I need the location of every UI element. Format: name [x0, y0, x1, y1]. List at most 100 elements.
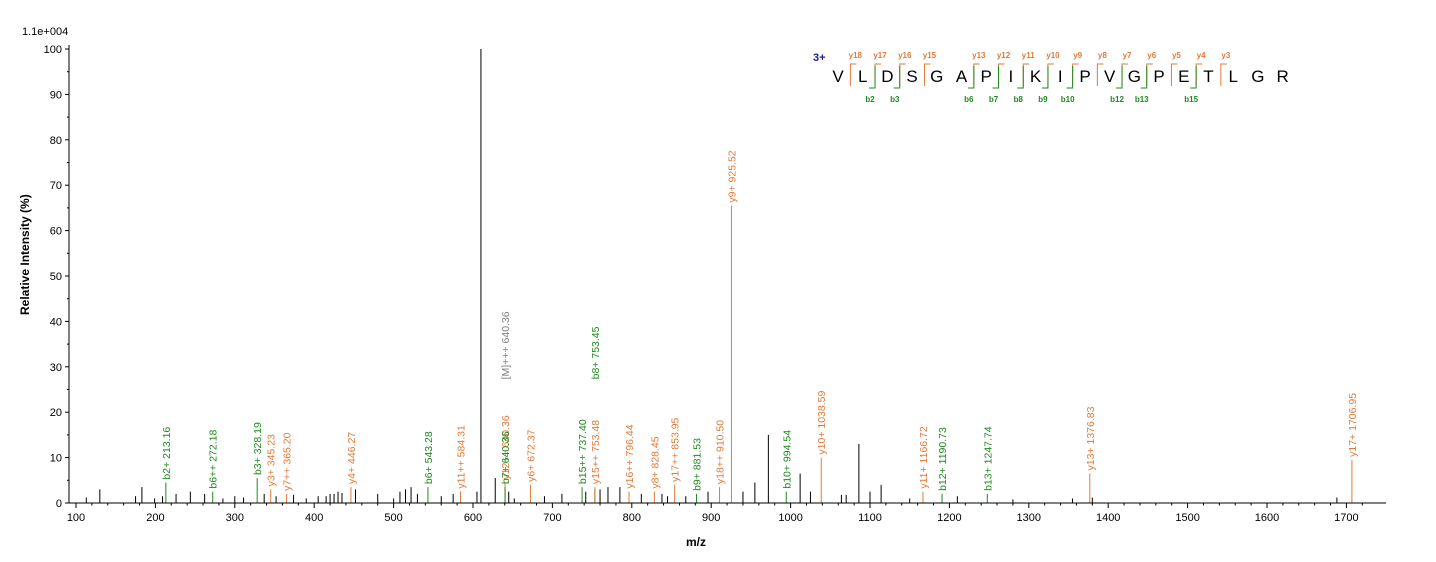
x-tick-label: 800	[623, 512, 641, 524]
y-tick-label: 30	[50, 362, 62, 374]
precursor-charge-label: 3+	[813, 52, 826, 64]
y-tick-label: 100	[44, 44, 62, 56]
sequence-residue: P	[981, 67, 992, 86]
peak-label: b6++ 272.18	[208, 430, 220, 489]
b-ion-bracket	[869, 66, 876, 89]
peak-label: y13+ 1376.83	[1085, 406, 1097, 470]
sequence-residue: G	[930, 67, 943, 86]
y-tick-label: 90	[50, 89, 62, 101]
x-tick-label: 600	[464, 512, 482, 524]
x-tick-label: 400	[305, 512, 323, 524]
y-ion-label: y7	[1123, 51, 1132, 60]
y-ion-bracket	[1220, 63, 1227, 86]
y-ion-label: y15	[923, 51, 937, 60]
sequence-residue: K	[1030, 67, 1042, 86]
b-ion-label: b15	[1184, 95, 1198, 104]
sequence-residue: V	[1104, 67, 1116, 86]
sequence-residue: P	[1153, 67, 1164, 86]
b-ion-label: b12	[1110, 95, 1124, 104]
y-ion-label: y6	[1147, 51, 1156, 60]
peak-label: b2+ 213.16	[161, 427, 173, 480]
y-ion-bracket	[1022, 63, 1030, 86]
b-ion-bracket	[1140, 66, 1148, 89]
y-ion-label: y17	[873, 51, 887, 60]
y-ion-label: y9	[1073, 51, 1082, 60]
peak-label: b15++ 737.40	[577, 419, 589, 484]
x-tick-label: 300	[226, 512, 244, 524]
y-ion-bracket	[998, 63, 1005, 86]
peak-label: y4+ 446.27	[346, 432, 358, 484]
peak-label: b8+ 753.45	[590, 326, 602, 379]
peak-label: y6+ 672.37	[525, 429, 537, 481]
x-tick-label: 200	[146, 512, 164, 524]
peak-label: y17+ 1706.95	[1347, 393, 1359, 457]
y-ion-bracket	[1146, 63, 1153, 86]
b-ion-bracket	[1190, 66, 1197, 89]
sequence-residue: P	[1079, 67, 1090, 86]
sequence-residue: R	[1276, 67, 1288, 86]
y-tick-label: 40	[50, 316, 62, 328]
x-tick-label: 1200	[937, 512, 961, 524]
y-ion-bracket	[1195, 63, 1203, 86]
sequence-residue: A	[956, 67, 968, 86]
x-tick-label: 1500	[1175, 512, 1199, 524]
x-axis: 100 200 300 400 500 600 700 800 900 1000 1100 1200 1…	[67, 503, 1363, 524]
peak-label: y10+ 1038.59	[816, 391, 828, 455]
y-tick-label: 20	[50, 407, 62, 419]
b-ion-bracket	[1017, 66, 1024, 89]
sequence-residue: V	[832, 67, 844, 86]
y-axis: 0 10 20 30 40 50 60 70 80 90 100	[44, 44, 69, 510]
y-tick-label: 60	[50, 226, 62, 238]
peak-label: y8+ 828.45	[649, 436, 661, 488]
peak-label: y7++ 365.20	[282, 432, 294, 491]
sequence-residue: S	[906, 67, 917, 86]
sequence-residue: E	[1178, 67, 1189, 86]
peak-label: y15++ 753.48	[590, 420, 602, 484]
b-ion-label: b9	[1038, 95, 1048, 104]
x-tick-label: 1300	[1017, 512, 1041, 524]
peaks-layer	[85, 49, 1353, 503]
intensity-scale-label: 1.1e+004	[22, 26, 68, 38]
sequence-residue: I	[1058, 67, 1063, 86]
peak-label: [M]+++ 640.36	[500, 311, 512, 379]
peak-label: b12+ 1190.73	[937, 427, 949, 491]
y-tick-label: 50	[50, 271, 62, 283]
peak-label: b10+ 994.54	[781, 430, 793, 489]
b-ion-label: b3	[890, 95, 900, 104]
y-tick-label: 80	[50, 135, 62, 147]
b-ion-bracket	[967, 66, 975, 89]
peak-label: y18++ 910.50	[715, 420, 727, 484]
b-ion-bracket	[893, 66, 901, 89]
peak-label: b3+ 328.19	[252, 422, 264, 475]
y-ion-label: y18	[849, 51, 863, 60]
y-ion-bracket	[923, 63, 931, 86]
b-ion-label: b2	[865, 95, 875, 104]
y-ion-label: y11	[1022, 51, 1035, 60]
peak-label: y12++ 640.36	[500, 415, 512, 479]
sequence-residue: L	[1228, 67, 1237, 86]
peak-label: y16++ 796.44	[624, 424, 636, 488]
peak-label: b7+ 640.36	[500, 431, 512, 484]
y-tick-label: 70	[50, 180, 62, 192]
b-ion-bracket	[992, 66, 1000, 89]
peak-label: b9+ 881.53	[692, 438, 704, 491]
b-ion-bracket	[1066, 66, 1074, 89]
y-ion-bracket	[874, 63, 882, 86]
x-tick-label: 700	[543, 512, 561, 524]
x-tick-label: 900	[702, 512, 720, 524]
x-tick-label: 1600	[1255, 512, 1279, 524]
x-tick-label: 1000	[778, 512, 802, 524]
peak-label: y3+ 345.23	[266, 434, 278, 486]
sequence-residue: L	[858, 67, 867, 86]
y-ion-label: y10	[1046, 51, 1060, 60]
y-ion-label: y16	[898, 51, 912, 60]
peak-label: y11++ 584.31	[456, 425, 468, 489]
y-tick-label: 10	[50, 453, 62, 465]
b-ion-label: b13	[1135, 95, 1149, 104]
x-tick-label: 1100	[858, 512, 882, 524]
x-tick-label: 1400	[1096, 512, 1120, 524]
peak-labels-layer: b2+ 213.16 b6++ 272.18 b3+ 328.19 y3+ 345.2…	[161, 150, 1359, 491]
y-ion-label: y5	[1172, 51, 1181, 60]
x-tick-label: 100	[67, 512, 85, 524]
